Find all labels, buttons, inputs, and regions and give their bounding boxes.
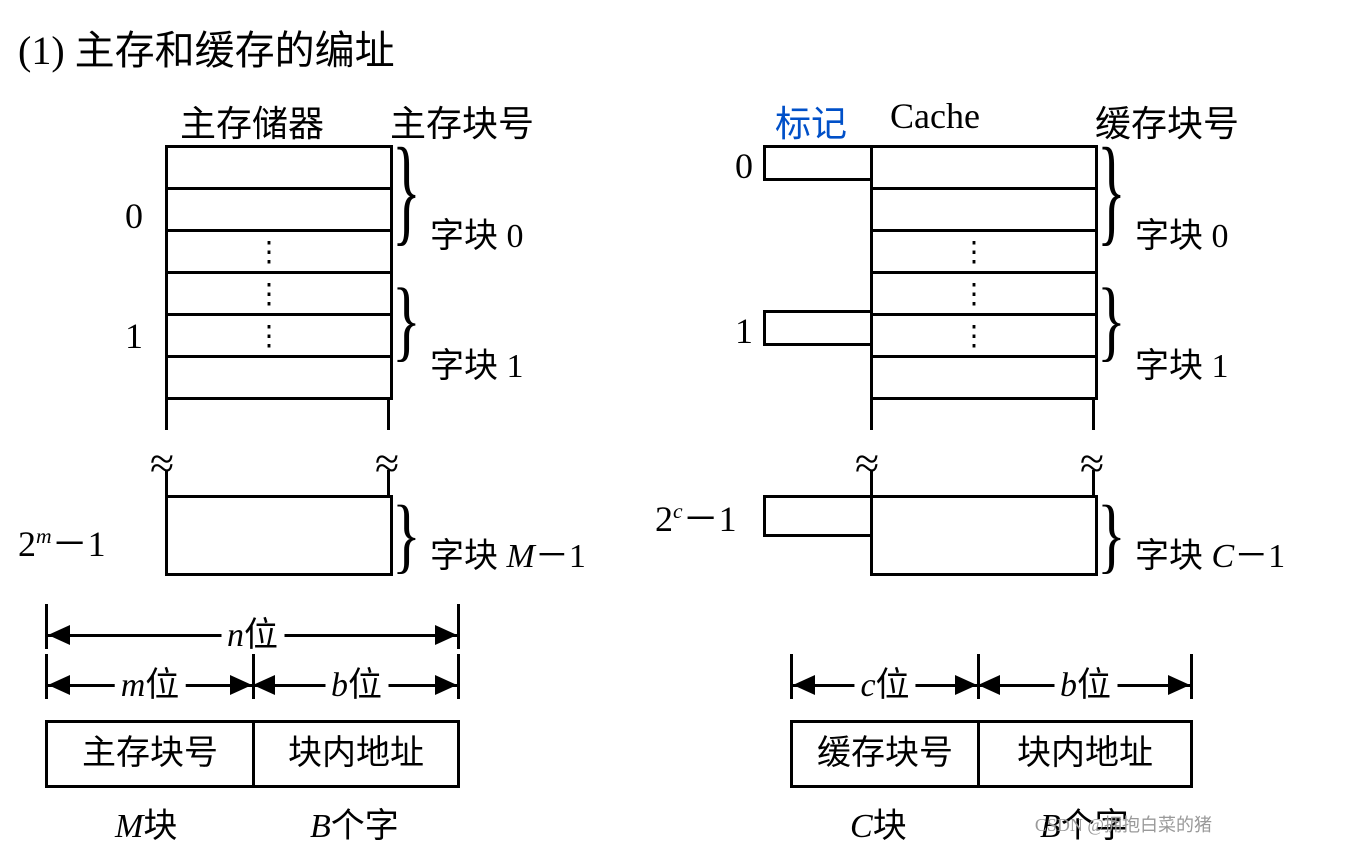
left-n-bits: n位 (221, 607, 284, 656)
left-idx-1: 1 (125, 315, 143, 357)
left-addr-low-cap: B个字 (310, 798, 399, 847)
right-block-0: 字块 0 (1135, 208, 1229, 257)
left-col-line-r1 (387, 400, 390, 430)
right-addr-low: 块内地址 (977, 720, 1193, 788)
right-c-bits: c位 (854, 657, 915, 706)
right-idx-1: 1 (735, 310, 753, 352)
left-memory-top: ⋮ ⋮ ⋮ (165, 145, 393, 400)
right-block-1: 字块 1 (1135, 338, 1229, 387)
left-idx-last: 2m－1 (18, 515, 106, 567)
right-tag-0 (763, 145, 873, 181)
left-m-bits: m位 (115, 657, 186, 706)
right-memory-bottom (870, 495, 1098, 576)
right-col-line-l2 (870, 470, 873, 495)
left-col-line-l2 (165, 470, 168, 495)
left-col-line-r2 (387, 470, 390, 495)
right-col-line-r2 (1092, 470, 1095, 495)
right-approx-l: ≈ (855, 438, 879, 489)
right-col-line-r1 (1092, 400, 1095, 430)
left-block-last: 字块 M－1 (430, 528, 586, 577)
right-header-cache: Cache (890, 95, 980, 137)
right-b-bits: b位 (1054, 657, 1117, 706)
left-dim-n: n位 (45, 604, 460, 654)
right-tag-1 (763, 310, 873, 346)
right-tag-last (763, 495, 873, 537)
right-col-line-l1 (870, 400, 873, 430)
right-header-tag: 标记 (775, 95, 847, 147)
left-memory-bottom (165, 495, 393, 576)
watermark: CSDN @拥抱白菜的猪 (1035, 811, 1212, 837)
right-memory-top: ⋮ ⋮ ⋮ (870, 145, 1098, 400)
right-block-last: 字块 C－1 (1135, 528, 1285, 577)
left-col-line-l1 (165, 400, 168, 430)
right-idx-0: 0 (735, 145, 753, 187)
left-dim-m: m位 (45, 654, 255, 704)
right-dim-b: b位 (978, 654, 1193, 704)
left-addr-high-cap: M块 (115, 798, 177, 847)
left-b-bits: b位 (325, 657, 388, 706)
right-addr-high-cap: C块 (850, 798, 907, 847)
left-idx-0: 0 (125, 195, 143, 237)
left-block-0: 字块 0 (430, 208, 524, 257)
left-addr-low: 块内地址 (252, 720, 460, 788)
right-dim-c: c位 (790, 654, 980, 704)
left-block-1: 字块 1 (430, 338, 524, 387)
left-header-memory: 主存储器 (180, 95, 324, 147)
left-approx-l: ≈ (150, 438, 174, 489)
page-title: (1) 主存和缓存的编址 (18, 18, 395, 76)
right-idx-last: 2c－1 (655, 490, 737, 542)
left-addr-high: 主存块号 (45, 720, 255, 788)
left-dim-b: b位 (253, 654, 460, 704)
right-addr-high: 缓存块号 (790, 720, 980, 788)
